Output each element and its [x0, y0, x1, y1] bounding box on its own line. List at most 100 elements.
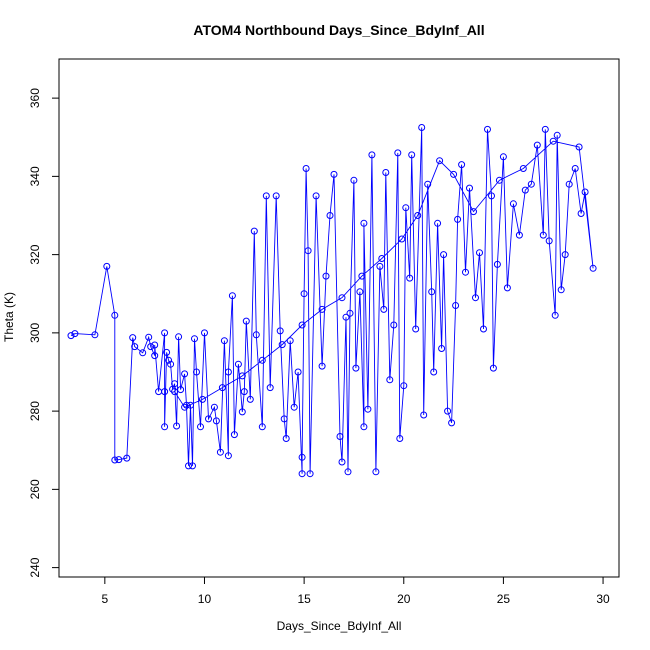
- data-point: [306, 470, 314, 478]
- y-tick-label: 300: [28, 323, 42, 343]
- data-point: [171, 380, 179, 388]
- data-point: [246, 395, 254, 403]
- data-point: [430, 368, 438, 376]
- data-point: [499, 153, 507, 161]
- data-point: [438, 345, 446, 352]
- data-point: [252, 331, 260, 339]
- data-point: [165, 356, 173, 364]
- data-point: [91, 331, 99, 339]
- data-point: [484, 125, 491, 133]
- data-point: [201, 329, 208, 337]
- data-point: [177, 386, 185, 394]
- data-point: [394, 149, 402, 157]
- data-point: [218, 384, 226, 392]
- x-tick-label: 10: [198, 592, 212, 606]
- data-point: [495, 176, 503, 184]
- data-point: [356, 288, 364, 296]
- data-point: [360, 423, 368, 431]
- data-point: [220, 337, 228, 345]
- data-point: [167, 360, 175, 368]
- data-point: [147, 343, 155, 351]
- y-tick-label: 240: [28, 557, 42, 577]
- data-point: [234, 360, 242, 368]
- x-tick-label: 5: [101, 592, 108, 606]
- data-point: [111, 311, 119, 319]
- data-point: [161, 329, 169, 337]
- data-point: [173, 422, 181, 430]
- data-point: [193, 368, 200, 376]
- data-point: [161, 423, 169, 431]
- y-axis: 240 260 280 300 320 340 360: [28, 88, 60, 578]
- data-point: [171, 388, 179, 396]
- data-point: [454, 215, 462, 223]
- data-point: [228, 292, 236, 300]
- data-point: [360, 219, 368, 227]
- data-point: [187, 401, 194, 409]
- data-point: [216, 448, 224, 456]
- data-point: [189, 462, 196, 470]
- x-tick-label: 15: [297, 592, 311, 606]
- x-axis-label: Days_Since_BdyInf_All: [277, 619, 402, 633]
- data-point: [161, 388, 169, 396]
- data-point: [444, 407, 452, 415]
- data-point: [398, 235, 406, 243]
- data-point: [302, 165, 310, 172]
- data-point: [103, 262, 111, 270]
- data-point: [318, 305, 326, 313]
- data-point: [224, 452, 232, 460]
- data-point: [175, 333, 183, 341]
- data-point: [151, 352, 159, 360]
- data-point: [434, 219, 442, 227]
- data-point: [571, 165, 579, 172]
- data-point: [250, 227, 258, 235]
- data-point: [338, 458, 346, 466]
- data-point: [414, 212, 422, 219]
- data-point: [326, 212, 334, 219]
- data-point: [258, 423, 266, 431]
- data-point: [346, 309, 354, 317]
- data-point: [205, 415, 212, 423]
- data-point: [386, 376, 394, 384]
- data-point: [462, 268, 469, 276]
- data-point: [396, 435, 404, 442]
- data-point: [418, 124, 426, 131]
- data-point: [476, 249, 483, 257]
- data-point: [242, 317, 250, 325]
- y-tick-label: 360: [28, 88, 42, 108]
- data-point: [258, 356, 266, 364]
- data-point: [212, 417, 220, 425]
- data-point: [470, 208, 477, 216]
- data-point: [358, 272, 366, 280]
- data-point: [448, 419, 456, 427]
- data-point: [420, 411, 428, 419]
- chart-title: ATOM4 Northbound Days_Since_BdyInf_All: [193, 22, 484, 38]
- x-tick-label: 20: [397, 592, 411, 606]
- data-point: [183, 401, 190, 409]
- data-point: [262, 192, 270, 200]
- data-point: [224, 368, 232, 376]
- data-point: [450, 170, 458, 178]
- y-tick-label: 320: [28, 244, 42, 264]
- data-point: [557, 286, 565, 294]
- data-point: [338, 294, 346, 302]
- data-point: [493, 260, 501, 268]
- data-point: [376, 262, 384, 270]
- data-point: [304, 247, 312, 255]
- data-point: [519, 165, 527, 172]
- data-point: [300, 290, 308, 298]
- data-point: [129, 334, 137, 342]
- data-point: [266, 384, 274, 392]
- data-point: [380, 305, 388, 313]
- data-point: [278, 341, 286, 349]
- data-point: [541, 125, 549, 133]
- x-tick-label: 25: [497, 592, 511, 606]
- data-point: [589, 264, 597, 272]
- data-point: [466, 184, 473, 192]
- data-point: [294, 368, 302, 376]
- data-point: [230, 431, 238, 439]
- data-point: [378, 255, 386, 262]
- data-point: [527, 180, 535, 188]
- data-point: [286, 337, 294, 345]
- y-tick-label: 280: [28, 401, 42, 421]
- data-point: [545, 237, 553, 245]
